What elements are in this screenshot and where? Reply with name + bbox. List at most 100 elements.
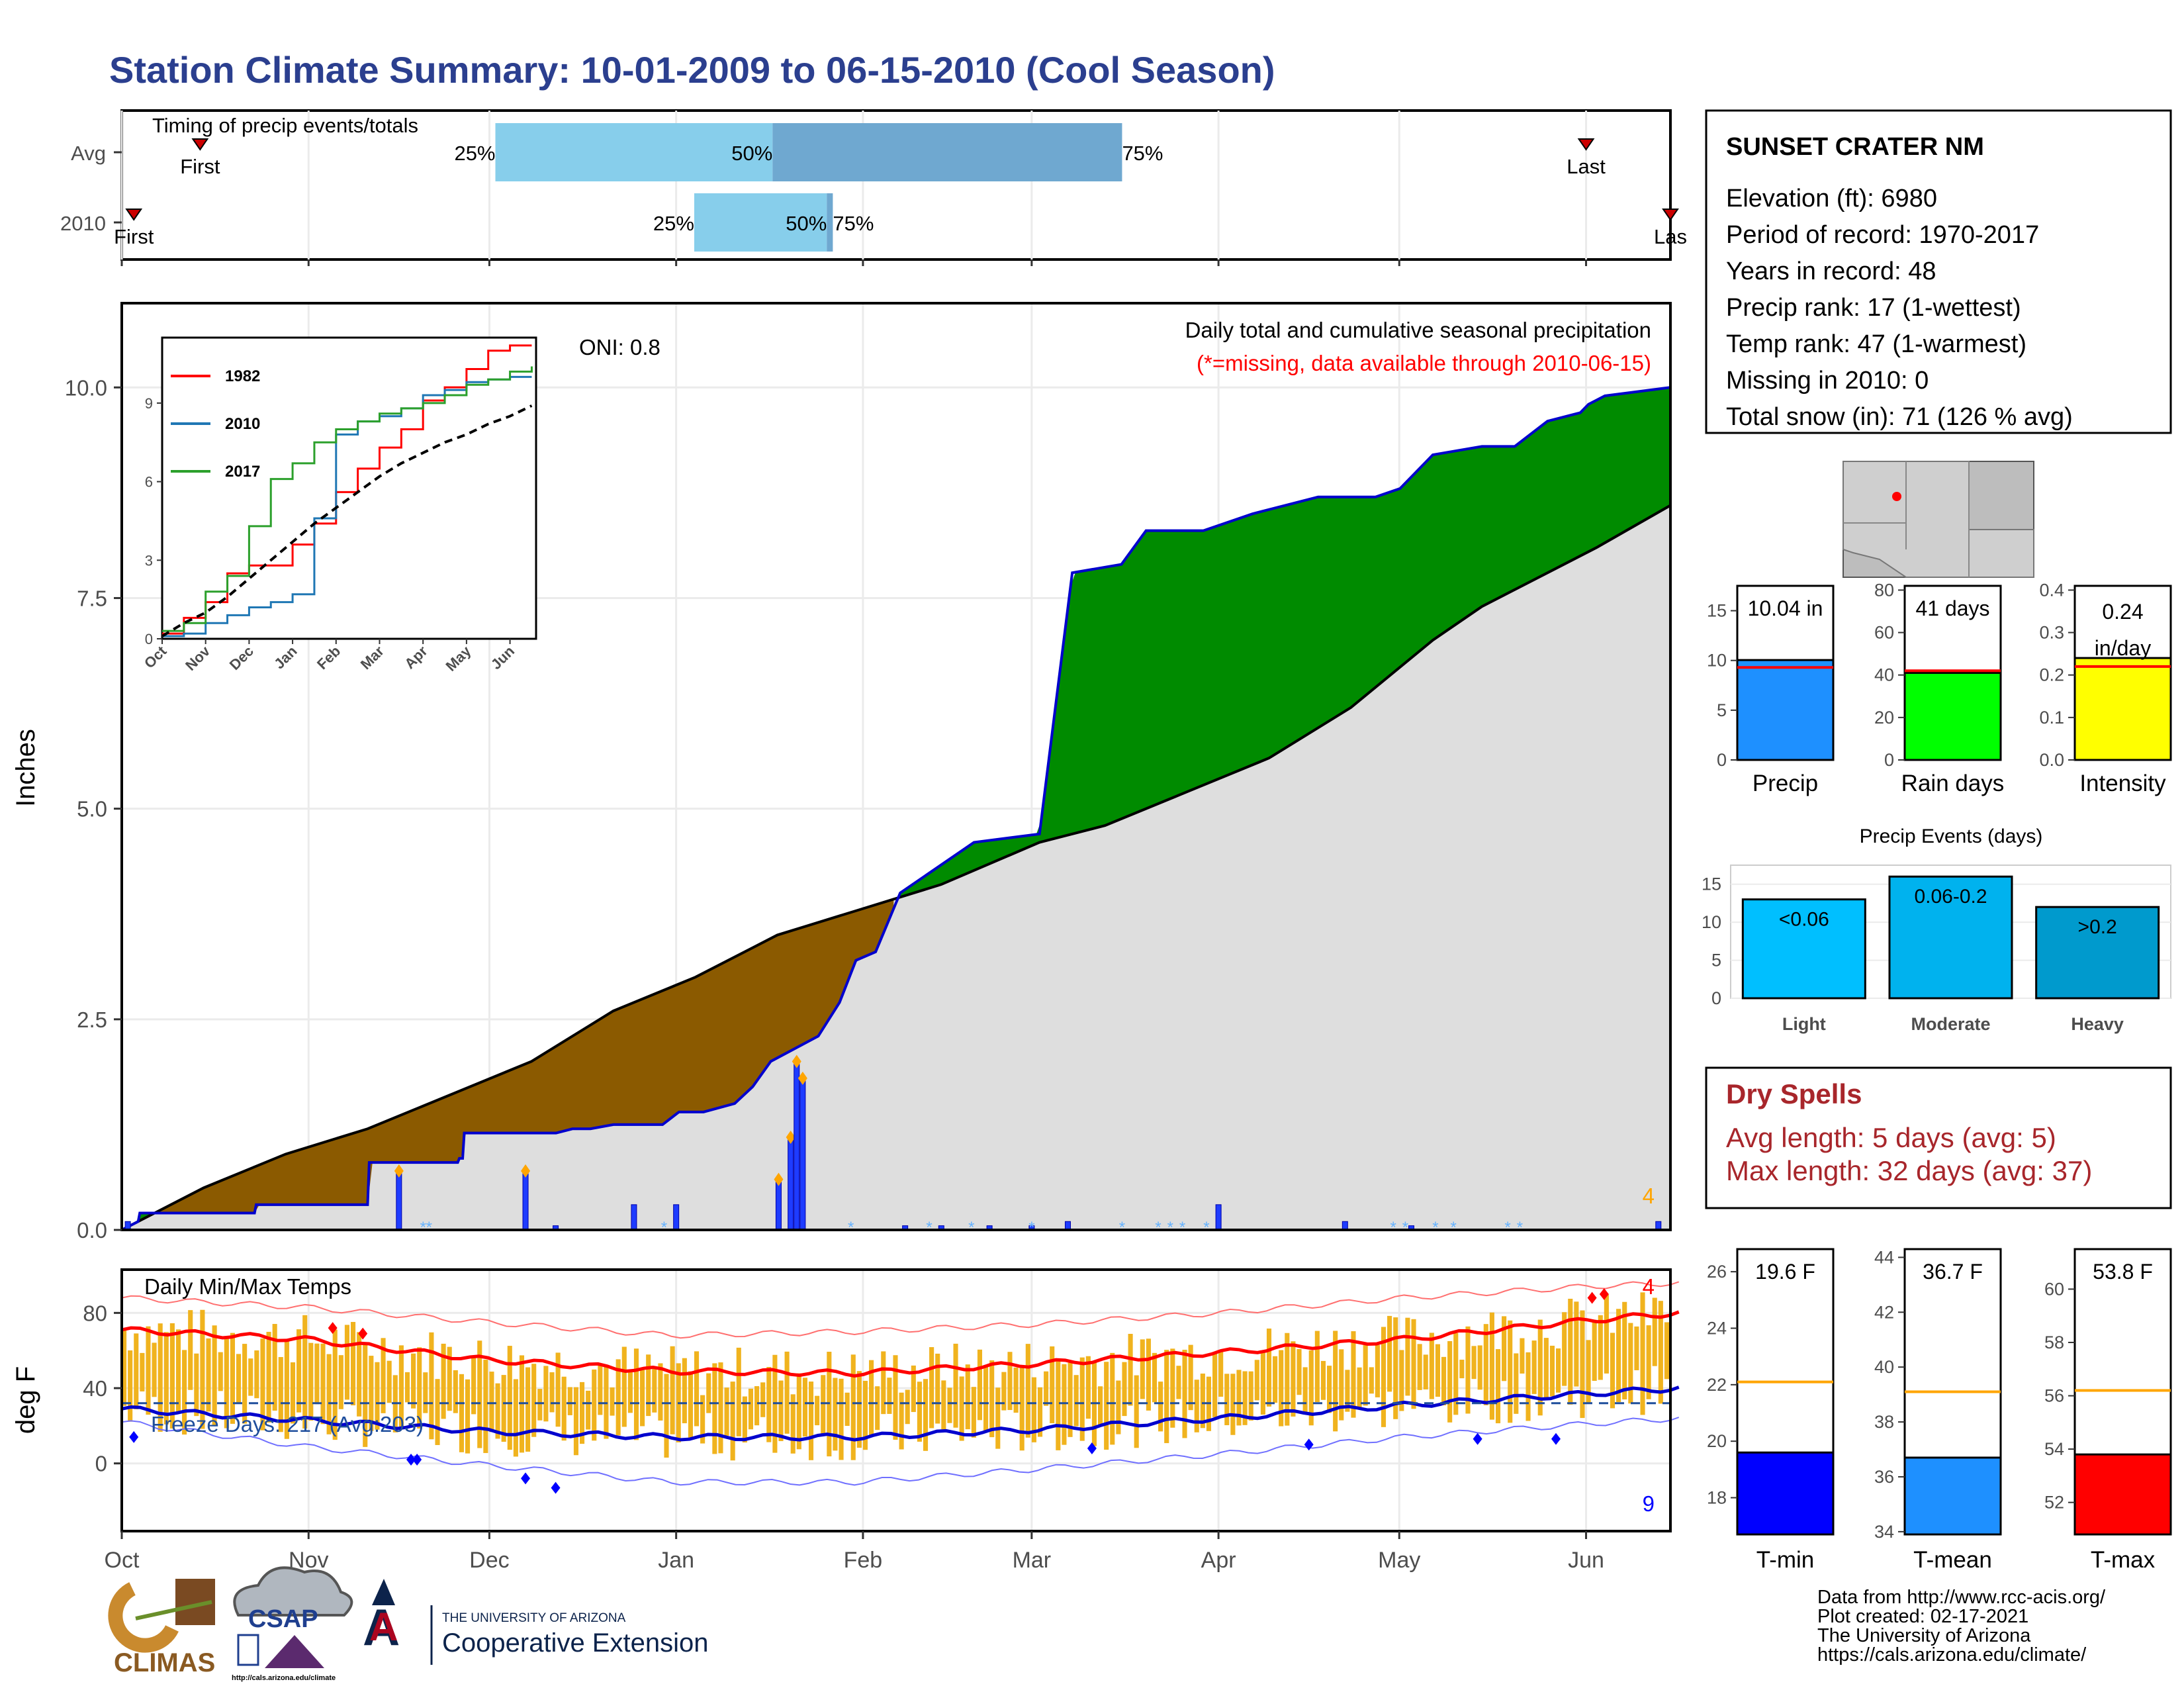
daily-temp-bar (766, 1367, 772, 1442)
precip-title: Daily total and cumulative seasonal prec… (1185, 318, 1651, 342)
daily-temp-bar (1411, 1319, 1416, 1409)
events-bar-moderate (1888, 875, 2013, 1000)
record-low-marker (412, 1454, 422, 1466)
daily-temp-bar (1308, 1350, 1314, 1426)
daily-temp-bar (1634, 1326, 1639, 1370)
daily-temp-bar (1423, 1354, 1428, 1389)
snow-marker: * (1119, 1219, 1125, 1237)
daily-temp-bar (357, 1332, 362, 1417)
temp-mini-value-label: 19.6 F (1755, 1260, 1815, 1284)
daily-temp-bar (507, 1346, 512, 1450)
temp-mini-ytick-label: 34 (1874, 1522, 1894, 1542)
oni-value: ONI: 0.8 (579, 335, 660, 359)
daily-temp-bar (326, 1354, 332, 1434)
timing-last-label: Las (1654, 225, 1687, 248)
daily-temp-bar (700, 1395, 705, 1444)
daily-temp-bar (821, 1375, 826, 1434)
daily-temp-bar (1001, 1372, 1007, 1411)
mini-ytick-label: 5 (1717, 700, 1727, 720)
daily-temp-bar (730, 1382, 735, 1461)
station-marker (1892, 492, 1901, 501)
daily-temp-bar (905, 1389, 910, 1425)
daily-temp-bar (278, 1357, 283, 1432)
month-tick-label: Oct (105, 1548, 140, 1573)
daily-temp-bar (435, 1379, 440, 1445)
mini-value-label: 41 days (1915, 596, 1989, 620)
mini-xlabel: Rain days (1901, 771, 2005, 796)
daily-temp-bar (579, 1382, 585, 1444)
daily-temp-bar (188, 1310, 193, 1390)
daily-temp-bar (935, 1353, 940, 1424)
daily-temp-bar (941, 1380, 946, 1430)
daily-temp-bar (332, 1329, 338, 1440)
daily-temp-bar (1429, 1333, 1434, 1399)
credits: Data from http://www.rcc-acis.org/ Plot … (1817, 1587, 2106, 1665)
csap-wordmark: CSAP (248, 1605, 318, 1633)
daily-temp-bar (182, 1350, 187, 1435)
daily-temp-bar (429, 1332, 434, 1440)
daily-temp-bar (308, 1342, 314, 1421)
daily-temp-bar (1230, 1374, 1236, 1435)
precip-ytick-label: 0.0 (77, 1218, 107, 1243)
inset-legend-label: 2010 (225, 415, 260, 433)
precip-corner-count: 4 (1643, 1184, 1655, 1208)
mini-value-unit: in/day (2095, 636, 2151, 660)
daily-temp-bar (1025, 1344, 1030, 1438)
daily-temp-bar (302, 1315, 308, 1429)
daily-temp-bar (742, 1396, 747, 1443)
mini-value-label: 0.24 (2102, 600, 2143, 624)
inset-frame (161, 336, 537, 640)
daily-temp-bar (899, 1392, 904, 1450)
climas-logo: CLIMAS (108, 1579, 215, 1677)
daily-temp-bar (561, 1376, 567, 1441)
station-info-line: Temp rank: 47 (1-warmest) (1726, 330, 2026, 358)
daily-temp-bar (1435, 1344, 1441, 1397)
month-tick-label: May (1378, 1548, 1420, 1573)
daily-temp-bar (501, 1375, 506, 1442)
credit-line: https://cals.arizona.edu/climate/ (1817, 1644, 2087, 1665)
temp-mini-ytick-label: 42 (1874, 1302, 1894, 1322)
record-min-count: 9 (1643, 1491, 1655, 1516)
freeze-days: Freeze Days: 217 (Avg:203) (151, 1412, 424, 1436)
daily-temp-bar (1477, 1345, 1482, 1390)
inset-ytick-label: 9 (145, 395, 153, 412)
daily-temp-bar (1176, 1366, 1181, 1399)
daily-temp-bar (1128, 1334, 1133, 1406)
timing-p50-label: 50% (731, 142, 772, 165)
daily-temp-bar (748, 1388, 754, 1430)
daily-temp-bar (1037, 1387, 1043, 1437)
events-bar-light (1741, 898, 1866, 1000)
daily-temp-bar (881, 1351, 886, 1415)
daily-temp-bar (1610, 1333, 1615, 1409)
daily-temp-bar (754, 1386, 760, 1426)
daily-temp-bar (567, 1387, 572, 1415)
mini-ytick-label: 80 (1874, 580, 1894, 600)
record-low-marker (1304, 1438, 1314, 1451)
ua-a-top (372, 1579, 395, 1605)
daily-temp-bar (1363, 1345, 1368, 1406)
precip-ylabel: Inches (11, 729, 40, 807)
daily-temp-bar (1218, 1351, 1224, 1397)
daily-temp-bar (1628, 1323, 1633, 1404)
dry-spells-frame (1705, 1066, 2172, 1209)
ua-name: THE UNIVERSITY OF ARIZONA (442, 1611, 626, 1625)
daily-temp-bar (441, 1343, 446, 1419)
daily-temp-bar (1007, 1352, 1013, 1411)
record-high-marker (328, 1322, 338, 1335)
daily-temp-bar (1495, 1349, 1501, 1424)
daily-temp-bar (604, 1365, 609, 1439)
csap-bars (237, 1634, 259, 1666)
daily-temp-bar (1453, 1333, 1459, 1415)
daily-temp-bar (1044, 1371, 1049, 1406)
daily-temp-bar (152, 1342, 157, 1397)
timing-row-label: 2010 (60, 212, 106, 235)
daily-temp-bar (615, 1359, 621, 1436)
daily-temp-bar (272, 1324, 277, 1411)
daily-temp-bar (248, 1358, 253, 1396)
daily-temp-bar (694, 1351, 700, 1427)
precip-subtitle: (*=missing, data available through 2010-… (1197, 351, 1651, 375)
daily-temp-bar (254, 1350, 259, 1399)
daily-temp-bar (1604, 1294, 1609, 1374)
daily-temp-bar (1580, 1310, 1585, 1419)
